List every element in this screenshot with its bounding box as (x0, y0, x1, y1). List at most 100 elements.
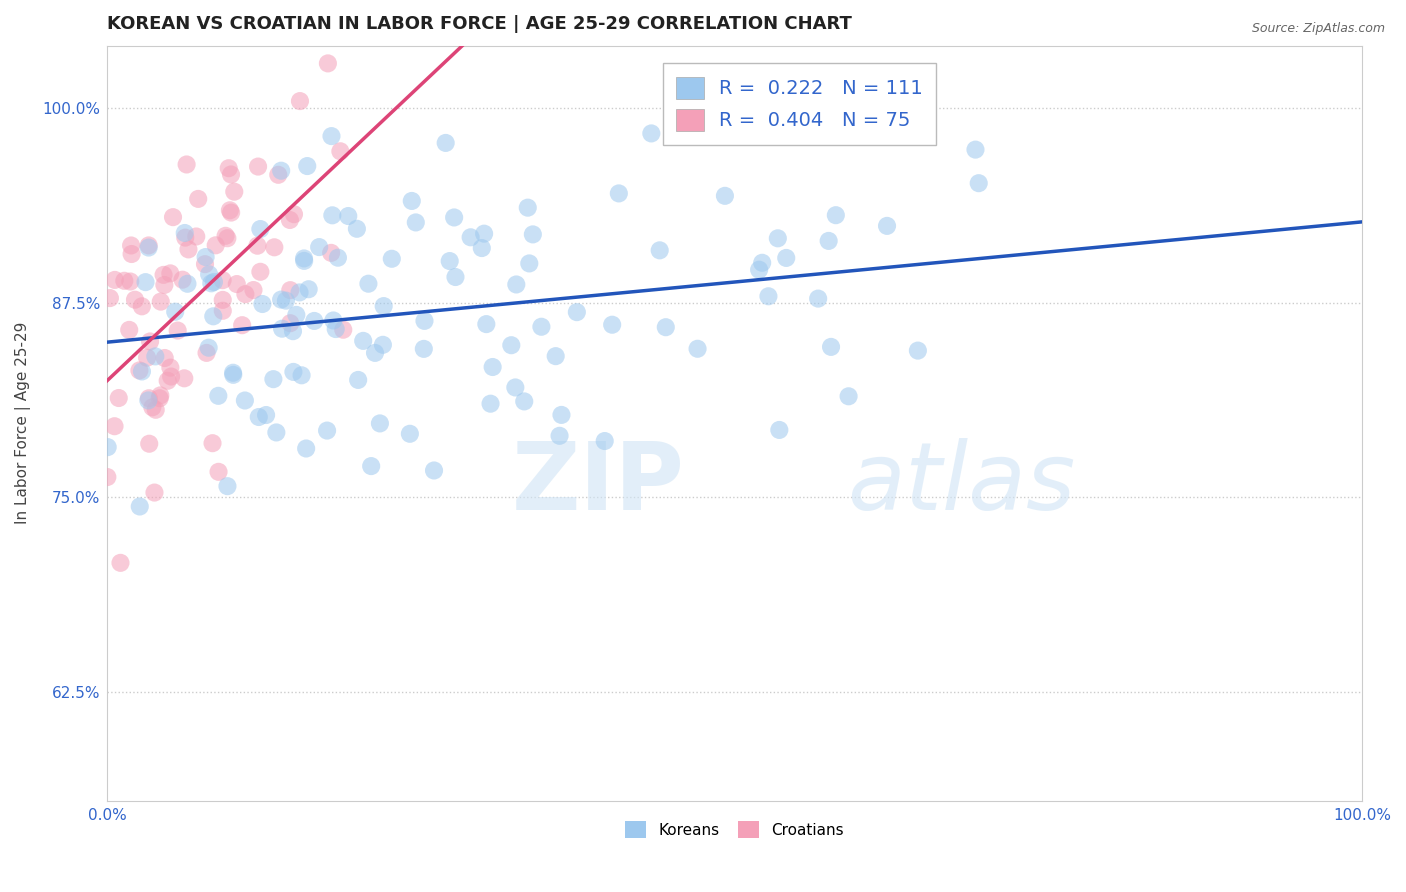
Point (231, 318, 253, 333)
Point (288, 285, 311, 300)
Point (149, 294, 172, 309)
Y-axis label: In Labor Force | Age 25-29: In Labor Force | Age 25-29 (15, 322, 31, 524)
Point (481, 359, 503, 374)
Point (112, 274, 135, 288)
Point (292, 252, 315, 266)
Point (751, 256, 773, 270)
Point (138, 238, 160, 252)
Point (371, 338, 394, 352)
Point (876, 219, 898, 233)
Point (204, 238, 226, 252)
Point (322, 313, 344, 327)
Point (655, 320, 678, 334)
Point (368, 417, 391, 431)
Point (141, 401, 163, 415)
Point (138, 241, 160, 255)
Point (544, 349, 567, 363)
Point (308, 240, 330, 254)
Point (153, 351, 176, 365)
Point (262, 372, 284, 386)
Point (139, 334, 162, 349)
Point (346, 221, 368, 235)
Point (235, 287, 257, 301)
Point (110, 556, 132, 570)
Point (266, 425, 288, 440)
Point (364, 346, 387, 360)
Point (249, 265, 271, 279)
Point (357, 277, 380, 291)
Point (246, 238, 269, 252)
Point (162, 210, 184, 224)
Point (103, 419, 125, 434)
Point (285, 308, 308, 322)
Point (460, 230, 482, 244)
Point (352, 334, 374, 348)
Point (548, 429, 571, 443)
Point (412, 342, 434, 356)
Point (173, 226, 195, 240)
Point (136, 351, 159, 365)
Point (104, 273, 127, 287)
Point (165, 304, 187, 318)
Point (201, 436, 224, 450)
Point (550, 408, 572, 422)
Point (505, 380, 527, 394)
Point (838, 389, 860, 403)
Point (817, 234, 839, 248)
Point (329, 145, 352, 159)
Point (263, 240, 285, 254)
Point (124, 293, 146, 307)
Point (219, 168, 242, 182)
Point (247, 160, 270, 174)
Point (211, 273, 233, 287)
Point (176, 157, 198, 171)
Point (194, 257, 217, 271)
Point (159, 360, 181, 375)
Point (283, 207, 305, 221)
Point (136, 393, 159, 408)
Point (413, 314, 436, 328)
Point (444, 270, 467, 285)
Point (281, 324, 304, 338)
Point (166, 324, 188, 338)
Point (202, 310, 225, 324)
Point (775, 251, 797, 265)
Point (200, 277, 222, 291)
Point (278, 213, 301, 227)
Point (381, 252, 404, 266)
Point (107, 391, 129, 405)
Point (143, 485, 166, 500)
Point (965, 143, 987, 157)
Point (128, 363, 150, 377)
Point (222, 366, 245, 380)
Point (211, 293, 233, 307)
Point (160, 369, 183, 384)
Point (373, 299, 395, 313)
Point (298, 282, 321, 296)
Point (98, 291, 121, 305)
Point (766, 231, 789, 245)
Point (607, 186, 630, 201)
Point (149, 391, 172, 405)
Point (198, 268, 221, 282)
Point (267, 168, 290, 182)
Point (135, 275, 157, 289)
Point (218, 161, 240, 176)
Point (758, 289, 780, 303)
Point (120, 275, 142, 289)
Point (254, 408, 277, 422)
Point (278, 316, 301, 330)
Point (174, 230, 197, 244)
Point (505, 277, 527, 292)
Point (224, 185, 246, 199)
Point (304, 314, 326, 328)
Point (768, 423, 790, 437)
Text: atlas: atlas (848, 438, 1076, 529)
Text: KOREAN VS CROATIAN IN LABOR FORCE | AGE 25-29 CORRELATION CHART: KOREAN VS CROATIAN IN LABOR FORCE | AGE … (107, 15, 852, 33)
Point (211, 303, 233, 318)
Point (195, 346, 218, 360)
Point (152, 268, 174, 282)
Point (565, 305, 588, 319)
Point (600, 318, 623, 332)
Point (172, 273, 194, 287)
